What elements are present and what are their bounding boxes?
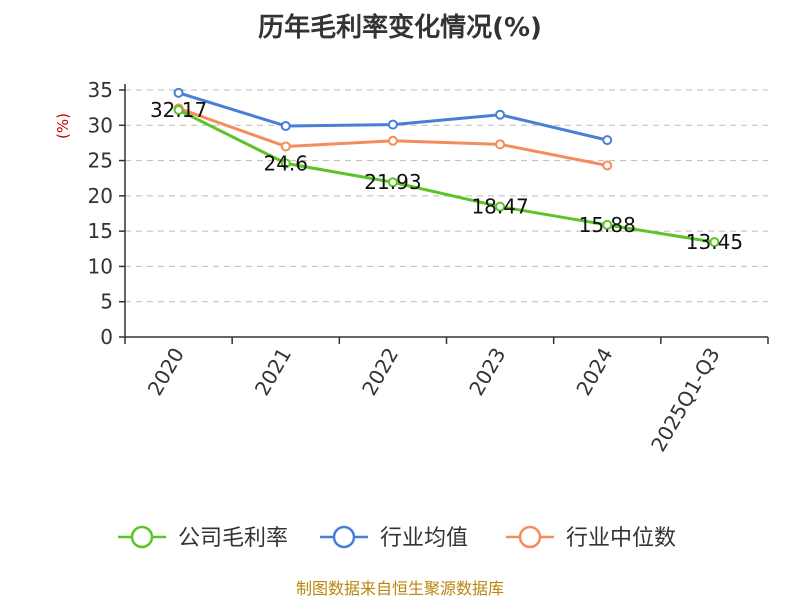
legend-marker (332, 525, 356, 549)
legend-marker (130, 525, 154, 549)
y-tick-label: 35 (88, 78, 113, 102)
data-point (495, 109, 506, 120)
x-tick-label: 2020 (143, 344, 189, 400)
data-point (602, 135, 613, 146)
series-lines (173, 87, 720, 248)
data-label: 32.17 (150, 98, 207, 122)
data-label: 18.47 (471, 195, 528, 219)
legend-label: 行业中位数 (566, 526, 676, 551)
y-tick-labels: 0 5 10 15 20 25 30 35 (88, 78, 113, 349)
data-point (280, 158, 291, 169)
y-tick-label: 0 (100, 325, 113, 349)
y-tick-label: 30 (88, 113, 113, 137)
x-tick-label: 2025Q1-Q3 (646, 344, 725, 456)
series-line (177, 108, 715, 244)
legend-marker (518, 525, 542, 549)
y-tick-label: 10 (88, 254, 113, 278)
data-labels: 32.17 24.6 21.93 18.47 15.88 13.45 (150, 98, 743, 254)
y-tick-label: 20 (88, 184, 113, 208)
source-note: 制图数据来自恒生聚源数据库 (296, 579, 504, 598)
data-point (173, 104, 184, 115)
data-point (495, 139, 506, 150)
x-tick-labels: 2020 2021 2022 2023 2024 2025Q1-Q3 (143, 344, 725, 456)
data-point (387, 135, 398, 146)
legend-label: 公司毛利率 (178, 526, 288, 551)
data-label: 24.6 (263, 151, 308, 175)
data-point (709, 237, 720, 248)
data-point (280, 141, 291, 152)
y-tick-label: 5 (100, 290, 113, 314)
data-point (602, 160, 613, 171)
data-point (173, 87, 184, 98)
data-label: 21.93 (364, 170, 421, 194)
data-point (387, 119, 398, 130)
data-point (495, 201, 506, 212)
data-point (280, 120, 291, 131)
y-axis-label: (%) (54, 113, 72, 139)
data-point (387, 177, 398, 188)
y-tick-label: 15 (88, 219, 113, 243)
y-tick-label: 25 (88, 149, 113, 173)
x-tick-label: 2021 (250, 344, 296, 400)
data-label: 13.45 (686, 230, 743, 254)
series-line (178, 91, 608, 142)
chart-title: 历年毛利率变化情况(%) (258, 12, 542, 43)
legend-label: 行业均值 (380, 526, 468, 551)
data-label: 15.88 (579, 213, 636, 237)
data-point (602, 219, 613, 230)
x-tick-label: 2023 (464, 344, 510, 400)
legend: 公司毛利率 行业均值 行业中位数 (118, 525, 676, 551)
x-tick-label: 2022 (357, 344, 403, 400)
x-tick-label: 2024 (571, 344, 617, 400)
axes (119, 84, 769, 344)
